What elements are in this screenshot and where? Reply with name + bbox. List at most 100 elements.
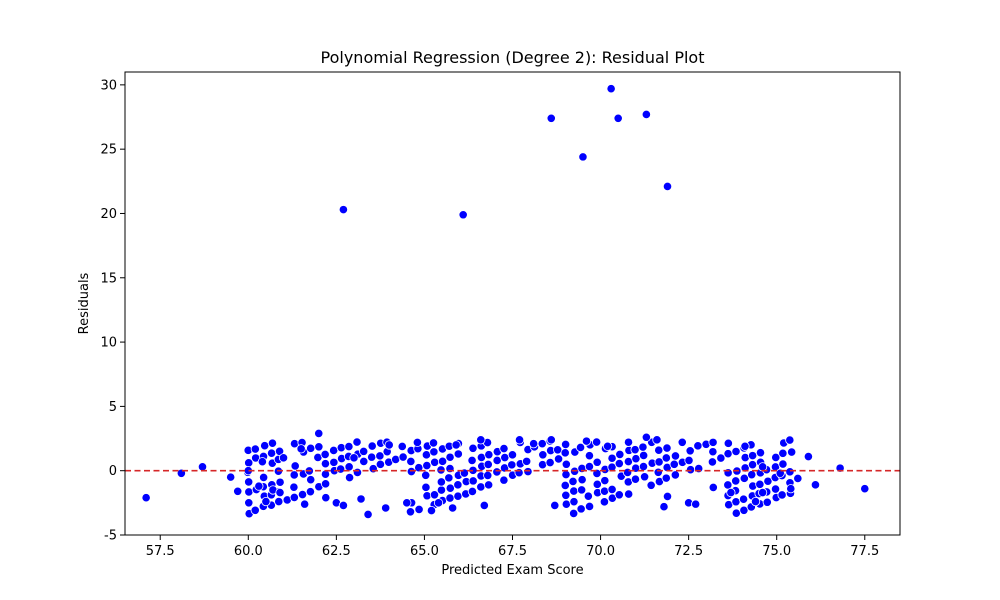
data-point [261,496,271,507]
data-point [731,476,741,486]
data-point [244,487,254,497]
data-point [654,457,664,467]
data-point [492,455,502,466]
data-point [406,466,416,477]
data-point [592,437,602,447]
data-point [430,457,440,467]
data-point [314,442,324,452]
data-point [653,467,663,477]
data-point [581,436,592,446]
data-point [758,462,768,472]
chart-title: Polynomial Regression (Degree 2): Residu… [321,48,705,67]
data-point [306,475,316,485]
data-point [599,486,610,496]
data-point [529,439,539,449]
data-point [763,476,773,486]
data-point [630,445,640,455]
data-point [507,450,518,460]
data-point [726,487,736,498]
outlier-point [613,113,623,123]
outlier-point [546,113,556,123]
data-point [583,491,593,501]
data-point [747,470,757,480]
data-point [569,497,579,507]
y-tick-label: 10 [100,336,117,351]
data-point [381,503,391,513]
data-point [592,479,602,489]
data-point [755,479,765,489]
data-point [654,445,664,455]
data-point [723,468,733,478]
data-point [771,452,781,463]
data-point [707,457,718,467]
data-point [289,482,299,492]
data-point [561,470,571,480]
data-point [300,499,310,509]
data-point [624,489,634,499]
data-point [778,448,788,458]
data-point [314,428,324,438]
data-point [550,500,560,511]
y-tick-label: 15 [100,271,117,286]
data-point [561,499,571,509]
data-point [414,504,424,515]
data-point [260,441,270,451]
data-point [538,450,548,460]
data-point [793,473,803,484]
data-point [693,441,703,451]
data-point [740,441,750,451]
data-point [685,465,696,475]
data-point [453,480,463,490]
data-point [758,487,768,498]
data-point [614,490,624,500]
data-point [646,480,656,490]
data-point [254,481,264,491]
data-point [468,476,478,486]
data-point [638,442,648,452]
data-point [344,472,355,483]
data-point [296,444,306,454]
data-point [375,451,385,461]
data-point [321,493,331,503]
data-point [436,465,446,475]
data-point [561,459,571,469]
outlier-point [338,205,349,215]
data-point [402,498,412,508]
data-point [577,485,587,495]
data-point [359,446,369,456]
data-point [397,441,407,452]
data-point [479,500,489,511]
outlier-point [458,210,468,220]
data-point [453,491,463,501]
data-point [484,450,494,460]
data-point [453,449,463,459]
data-point [560,480,570,491]
data-point [762,497,772,507]
data-point [708,482,718,493]
data-point [553,454,564,464]
data-point [561,439,571,450]
y-axis-label: Residuals [77,272,92,334]
x-tick-label: 70.0 [586,544,615,559]
data-point [448,503,458,513]
data-point [561,490,571,500]
data-point [197,462,208,472]
data-point [708,437,718,447]
data-point [691,499,701,509]
data-point [429,447,439,457]
data-point [607,484,617,494]
data-point [569,486,579,496]
plot-area [141,84,870,520]
data-point [274,496,284,507]
x-tick-label: 67.5 [498,544,527,559]
data-point [708,447,718,457]
data-point [639,450,649,461]
data-point [476,435,486,445]
data-point [426,505,437,516]
data-point [421,470,431,480]
data-point [451,440,461,450]
data-point [546,435,556,445]
data-point [436,477,446,487]
data-point [445,493,455,503]
